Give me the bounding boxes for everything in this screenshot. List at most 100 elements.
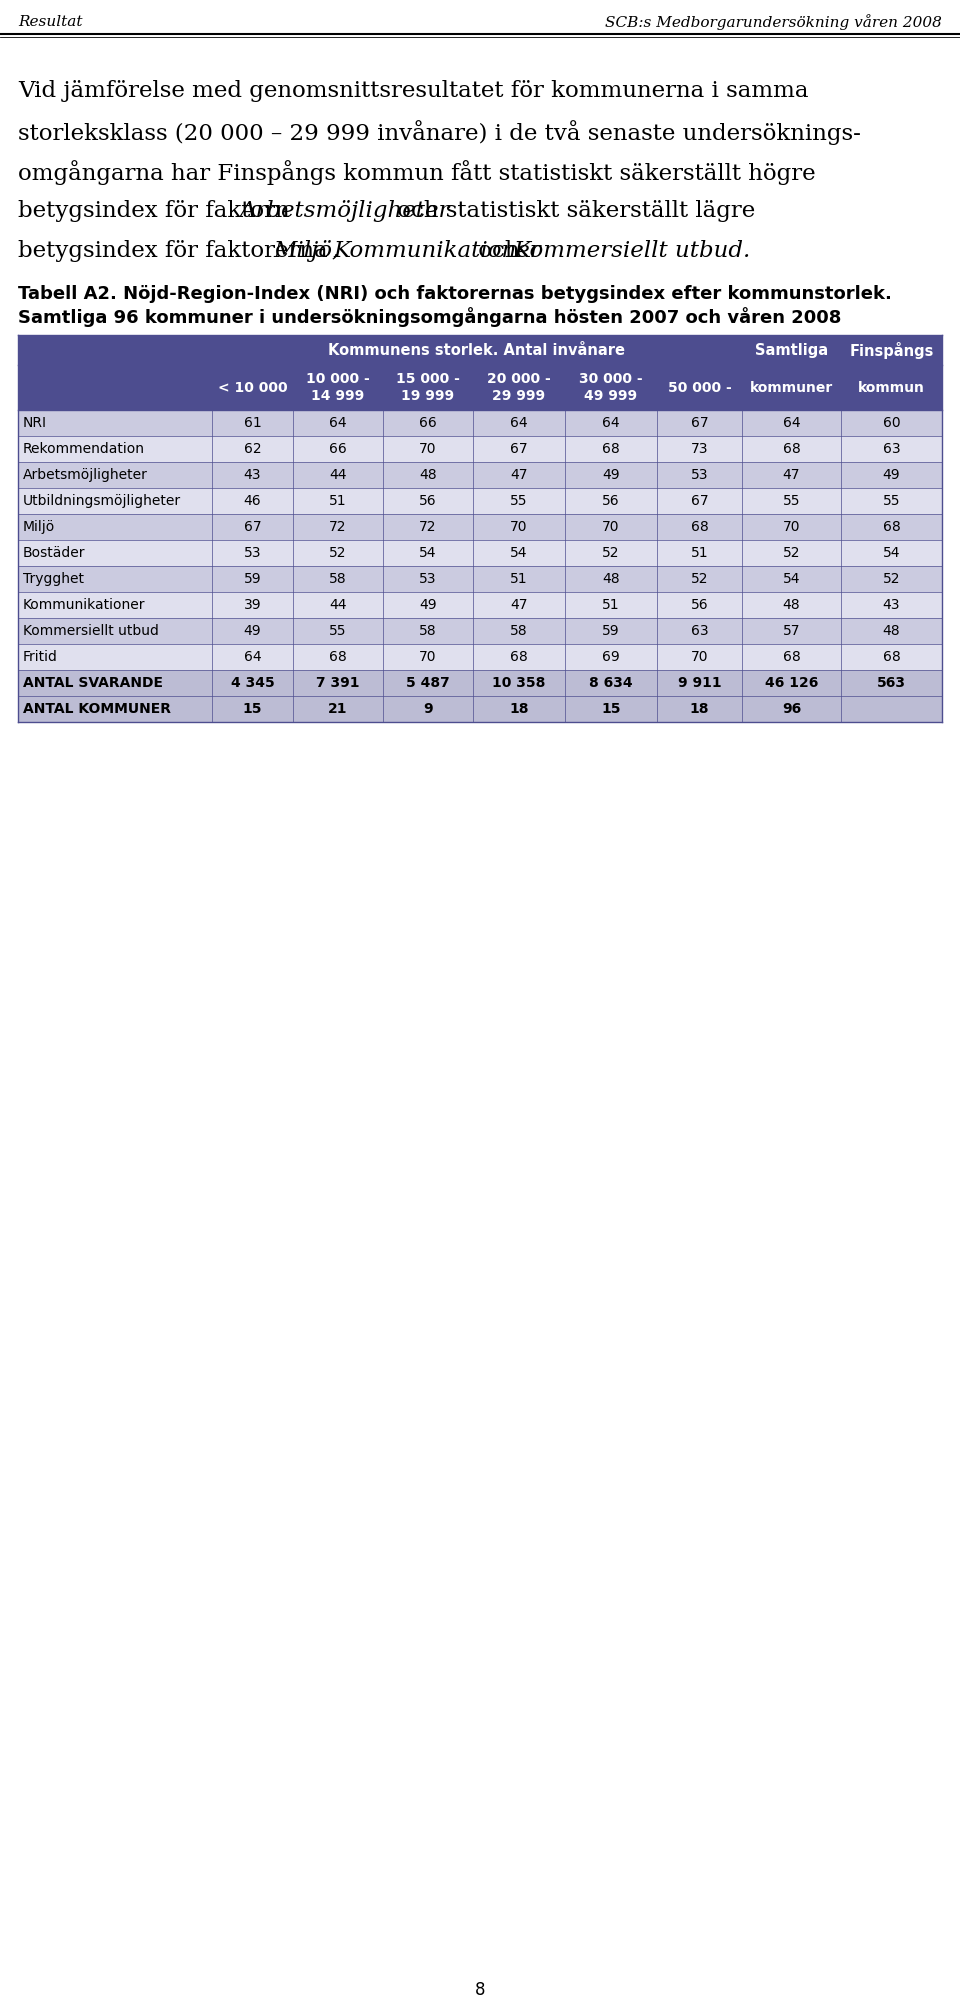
Text: 51: 51 [329, 495, 347, 509]
Text: Kommersiellt utbud.: Kommersiellt utbud. [513, 239, 751, 261]
Text: 53: 53 [691, 469, 708, 483]
Text: 54: 54 [511, 547, 528, 559]
Text: och statistiskt säkerställt lägre: och statistiskt säkerställt lägre [390, 199, 756, 221]
Text: Kommunikationer: Kommunikationer [23, 597, 146, 611]
Text: 49: 49 [244, 623, 261, 637]
Bar [18, 617, 942, 644]
Text: 48: 48 [782, 597, 801, 611]
Text: betygsindex för faktorerna: betygsindex för faktorerna [18, 239, 335, 261]
Text: 43: 43 [883, 597, 900, 611]
Text: 15: 15 [243, 702, 262, 716]
Text: ANTAL SVARANDE: ANTAL SVARANDE [23, 676, 163, 690]
Bar [18, 366, 942, 410]
Text: 48: 48 [420, 469, 437, 483]
Text: NRI: NRI [23, 416, 47, 430]
Text: Miljö,: Miljö, [273, 239, 339, 261]
Bar [18, 696, 942, 722]
Text: 52: 52 [782, 547, 801, 559]
Bar [18, 463, 942, 489]
Text: 64: 64 [510, 416, 528, 430]
Text: 72: 72 [420, 521, 437, 535]
Text: 64: 64 [244, 650, 261, 664]
Text: 8: 8 [475, 1981, 485, 1999]
Text: 68: 68 [510, 650, 528, 664]
Text: 70: 70 [691, 650, 708, 664]
Text: 8 634: 8 634 [589, 676, 633, 690]
Text: 21: 21 [328, 702, 348, 716]
Text: 51: 51 [510, 571, 528, 585]
Text: betygsindex för faktorn: betygsindex för faktorn [18, 199, 297, 221]
Text: 68: 68 [782, 650, 801, 664]
Bar [18, 541, 942, 565]
Text: 56: 56 [602, 495, 620, 509]
Text: 64: 64 [602, 416, 620, 430]
Text: 9: 9 [423, 702, 433, 716]
Text: storleksklass (20 000 – 29 999 invånare) i de två senaste undersöknings-: storleksklass (20 000 – 29 999 invånare)… [18, 121, 861, 145]
Text: 15 000 -
19 999: 15 000 - 19 999 [396, 372, 460, 402]
Text: Kommunikationer: Kommunikationer [333, 239, 540, 261]
Text: 96: 96 [781, 702, 802, 716]
Text: 39: 39 [244, 597, 261, 611]
Text: 18: 18 [509, 702, 529, 716]
Bar [18, 670, 942, 696]
Text: 55: 55 [329, 623, 347, 637]
Text: 58: 58 [420, 623, 437, 637]
Text: Utbildningsmöjligheter: Utbildningsmöjligheter [23, 495, 181, 509]
Text: Samtliga: Samtliga [755, 342, 828, 358]
Bar [18, 591, 942, 617]
Text: Arbetsmöjligheter: Arbetsmöjligheter [240, 199, 450, 221]
Text: 70: 70 [782, 521, 801, 535]
Text: kommun: kommun [858, 380, 924, 394]
Text: Bostäder: Bostäder [23, 547, 85, 559]
Text: Trygghet: Trygghet [23, 571, 84, 585]
Text: 44: 44 [329, 597, 347, 611]
Text: 68: 68 [602, 442, 620, 456]
Text: 49: 49 [882, 469, 900, 483]
Text: 59: 59 [602, 623, 620, 637]
Bar [18, 489, 942, 515]
Text: 9 911: 9 911 [678, 676, 721, 690]
Text: 52: 52 [602, 547, 620, 559]
Text: 10 000 -
14 999: 10 000 - 14 999 [306, 372, 370, 402]
Text: 64: 64 [329, 416, 347, 430]
Text: 47: 47 [782, 469, 801, 483]
Text: 68: 68 [882, 650, 900, 664]
Text: 67: 67 [244, 521, 261, 535]
Text: Vid jämförelse med genomsnittsresultatet för kommunerna i samma: Vid jämförelse med genomsnittsresultatet… [18, 80, 808, 103]
Text: 70: 70 [602, 521, 620, 535]
Text: 50 000 -: 50 000 - [667, 380, 732, 394]
Text: 52: 52 [329, 547, 347, 559]
Text: 56: 56 [690, 597, 708, 611]
Text: 49: 49 [420, 597, 437, 611]
Text: 66: 66 [329, 442, 347, 456]
Text: 61: 61 [244, 416, 261, 430]
Bar [18, 436, 942, 463]
Text: Kommunens storlek. Antal invånare: Kommunens storlek. Antal invånare [328, 342, 626, 358]
Text: Fritid: Fritid [23, 650, 58, 664]
Text: och: och [471, 239, 527, 261]
Text: 56: 56 [420, 495, 437, 509]
Text: 563: 563 [877, 676, 906, 690]
Text: 18: 18 [689, 702, 709, 716]
Text: 68: 68 [690, 521, 708, 535]
Text: 43: 43 [244, 469, 261, 483]
Text: ANTAL KOMMUNER: ANTAL KOMMUNER [23, 702, 171, 716]
Text: 53: 53 [420, 571, 437, 585]
Text: 48: 48 [602, 571, 620, 585]
Text: Samtliga 96 kommuner i undersökningsomgångarna hösten 2007 och våren 2008: Samtliga 96 kommuner i undersökningsomgå… [18, 308, 841, 328]
Text: 44: 44 [329, 469, 347, 483]
Text: Rekommendation: Rekommendation [23, 442, 145, 456]
Text: 54: 54 [420, 547, 437, 559]
Text: 7 391: 7 391 [316, 676, 360, 690]
Bar [18, 644, 942, 670]
Text: 46: 46 [244, 495, 261, 509]
Text: 48: 48 [882, 623, 900, 637]
Text: 55: 55 [883, 495, 900, 509]
Text: 68: 68 [882, 521, 900, 535]
Text: 67: 67 [690, 416, 708, 430]
Text: 69: 69 [602, 650, 620, 664]
Text: 66: 66 [420, 416, 437, 430]
Text: omgångarna har Finspångs kommun fått statistiskt säkerställt högre: omgångarna har Finspångs kommun fått sta… [18, 161, 816, 185]
Text: 70: 70 [420, 442, 437, 456]
Text: 58: 58 [510, 623, 528, 637]
